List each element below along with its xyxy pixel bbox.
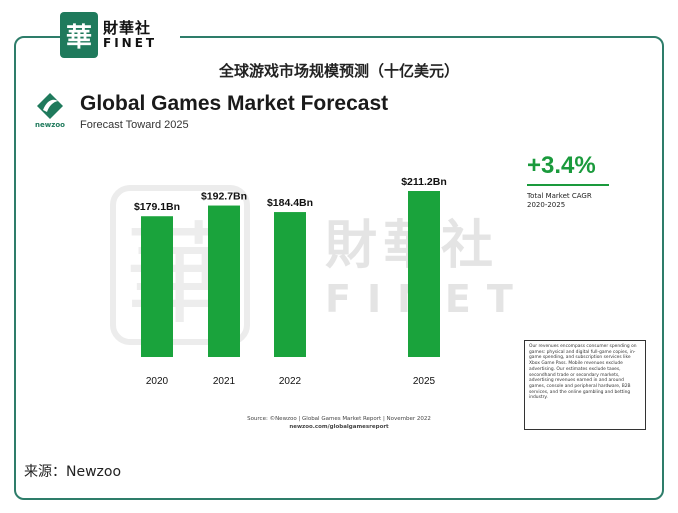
x-tick-label-2025: 2025 [413, 376, 436, 387]
bar-value-label-2020: $179.1Bn [134, 201, 180, 213]
chart-source-link[interactable]: newzoo.com/globalgamesreport [289, 423, 389, 430]
footer-source: 来源：Newzoo [24, 464, 122, 480]
chart-source: Source: ©Newzoo | Global Games Market Re… [0, 416, 678, 432]
bar-value-label-2025: $211.2Bn [401, 176, 447, 188]
chart-source-line-1: Source: ©Newzoo | Global Games Market Re… [247, 416, 431, 422]
finet-logo-en: FINET [103, 35, 158, 50]
chart-subtitle: Forecast Toward 2025 [80, 119, 189, 131]
finet-logo-cn: 財華社 [103, 18, 152, 37]
newzoo-logo: newzoo [32, 92, 68, 129]
cagr-value: +3.4% [527, 152, 596, 179]
bar-2020 [141, 216, 173, 357]
bar-2022 [274, 212, 306, 357]
x-tick-label-2020: 2020 [146, 376, 169, 387]
bar-value-label-2022: $184.4Bn [267, 197, 313, 209]
cagr-underline [527, 184, 609, 186]
page-title: 全球游戏市场规模预测（十亿美元） [218, 62, 459, 80]
finet-logo: 華 財華社 FINET [60, 10, 180, 60]
newzoo-leaf-icon [37, 93, 63, 119]
bar-2025 [408, 191, 440, 357]
x-tick-label-2021: 2021 [213, 376, 236, 387]
cagr-label-line-1: Total Market CAGR [527, 192, 592, 200]
methodology-note: Our revenues encompass consumer spending… [524, 340, 646, 430]
cagr-label: Total Market CAGR 2020-2025 [527, 192, 592, 210]
x-tick-label-2022: 2022 [279, 376, 302, 387]
cagr-label-line-2: 2020-2025 [527, 201, 566, 210]
bar-value-label-2021: $192.7Bn [201, 191, 247, 203]
chart-title: Global Games Market Forecast [80, 92, 389, 115]
newzoo-logo-name: newzoo [35, 121, 65, 129]
content-frame [14, 36, 664, 500]
bar-2021 [208, 205, 240, 357]
finet-logo-badge: 華 [60, 12, 98, 58]
